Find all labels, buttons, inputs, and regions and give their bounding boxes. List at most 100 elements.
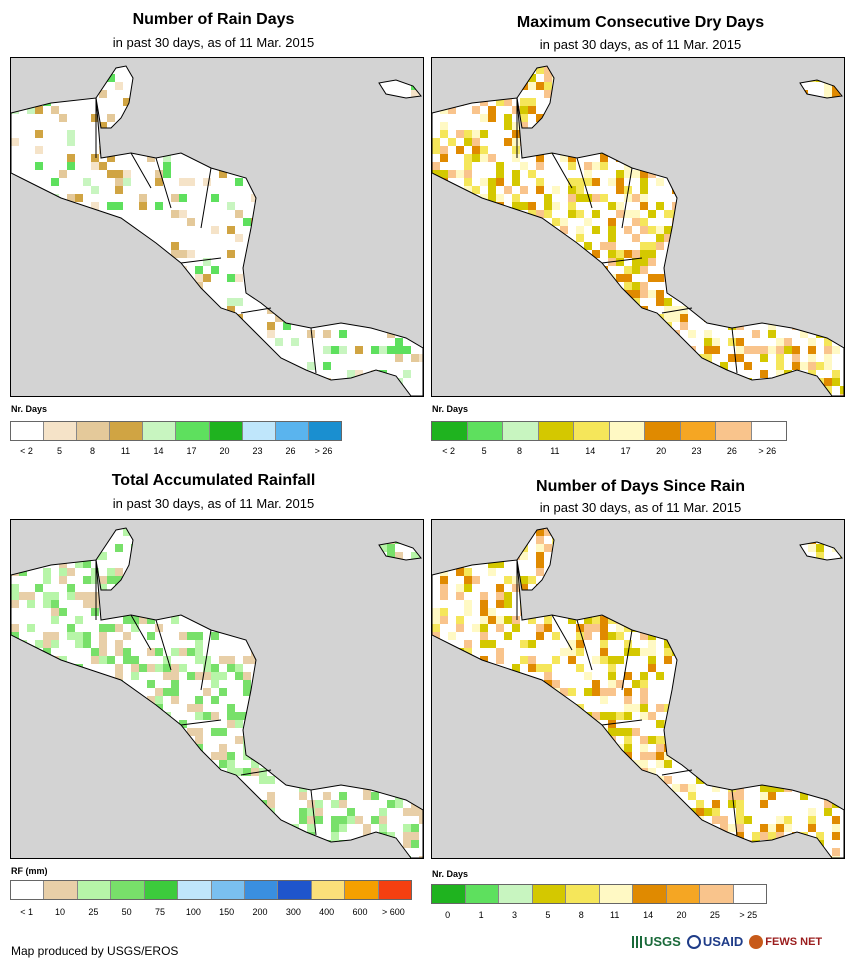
- grid-cell: [480, 616, 488, 624]
- grid-cell: [768, 624, 776, 632]
- grid-cell: [640, 712, 648, 720]
- grid-cell: [179, 560, 187, 568]
- grid-cell: [504, 744, 512, 752]
- grid-cell: [440, 656, 448, 664]
- grid-cell: [544, 720, 552, 728]
- legend-swatch: [378, 881, 412, 899]
- grid-cell: [35, 202, 43, 210]
- grid-cell: [672, 584, 680, 592]
- grid-cell: [632, 528, 640, 536]
- legend-swatch: [211, 881, 245, 899]
- grid-cell: [203, 98, 211, 106]
- grid-cell: [187, 338, 195, 346]
- grid-cell: [211, 632, 219, 640]
- grid-cell: [243, 592, 251, 600]
- legend-swatch: [432, 885, 466, 903]
- legend-label: 8: [578, 910, 584, 920]
- grid-cell: [824, 290, 832, 298]
- grid-cell: [363, 314, 371, 322]
- grid-cell: [568, 584, 576, 592]
- grid-cell: [616, 584, 624, 592]
- grid-cell: [355, 616, 363, 624]
- grid-cell: [27, 600, 35, 608]
- panel-subtitle: in past 30 days, as of 11 Mar. 2015: [539, 500, 742, 515]
- grid-cell: [760, 720, 768, 728]
- grid-cell: [267, 856, 275, 858]
- grid-cell: [584, 98, 592, 106]
- grid-cell: [736, 354, 744, 362]
- grid-cell: [123, 592, 131, 600]
- grid-cell: [688, 258, 696, 266]
- grid-cell: [736, 186, 744, 194]
- grid-cell: [211, 226, 219, 234]
- grid-cell: [27, 656, 35, 664]
- grid-cell: [560, 784, 568, 792]
- grid-cell: [528, 170, 536, 178]
- grid-cell: [155, 178, 163, 186]
- grid-cell: [664, 656, 672, 664]
- grid-cell: [584, 672, 592, 680]
- grid-cell: [800, 696, 808, 704]
- grid-cell: [744, 544, 752, 552]
- grid-cell: [776, 266, 784, 274]
- grid-cell: [680, 362, 688, 370]
- grid-cell: [528, 266, 536, 274]
- grid-cell: [592, 298, 600, 306]
- grid-cell: [656, 178, 664, 186]
- grid-cell: [568, 90, 576, 98]
- grid-cell: [528, 824, 536, 832]
- grid-cell: [107, 656, 115, 664]
- grid-cell: [504, 592, 512, 600]
- grid-cell: [512, 840, 520, 848]
- grid-cell: [464, 162, 472, 170]
- grid-cell: [139, 58, 147, 66]
- grid-cell: [235, 338, 243, 346]
- grid-cell: [592, 378, 600, 386]
- usgs-mark-icon: [632, 935, 642, 948]
- grid-cell: [480, 792, 488, 800]
- grid-cell: [832, 608, 840, 616]
- grid-cell: [544, 520, 552, 528]
- grid-cell: [552, 584, 560, 592]
- grid-cell: [331, 632, 339, 640]
- grid-cell: [680, 98, 688, 106]
- grid-cell: [800, 146, 808, 154]
- grid-cell: [219, 576, 227, 584]
- country-border: [200, 629, 212, 691]
- legend-label: 150: [219, 907, 235, 917]
- grid-cell: [760, 234, 768, 242]
- grid-cell: [283, 648, 291, 656]
- grid-cell: [672, 354, 680, 362]
- grid-cell: [792, 656, 800, 664]
- grid-cell: [496, 394, 504, 396]
- grid-cell: [259, 816, 267, 824]
- grid-cell: [496, 560, 504, 568]
- grid-cell: [656, 704, 664, 712]
- grid-cell: [171, 130, 179, 138]
- grid-cell: [155, 170, 163, 178]
- grid-cell: [299, 808, 307, 816]
- grid-cell: [648, 362, 656, 370]
- grid-cell: [147, 346, 155, 354]
- grid-cell: [616, 632, 624, 640]
- grid-cell: [19, 74, 27, 82]
- grid-cell: [528, 346, 536, 354]
- grid-cell: [840, 576, 844, 584]
- grid-cell: [488, 712, 496, 720]
- grid-cell: [720, 106, 728, 114]
- grid-cell: [99, 656, 107, 664]
- grid-cell: [27, 776, 35, 784]
- grid-cell: [432, 656, 440, 664]
- grid-cell: [824, 632, 832, 640]
- grid-cell: [275, 648, 283, 656]
- grid-cell: [203, 178, 211, 186]
- grid-cell: [808, 346, 816, 354]
- grid-cell: [544, 624, 552, 632]
- grid-cell: [600, 640, 608, 648]
- grid-cell: [544, 576, 552, 584]
- grid-cell: [624, 194, 632, 202]
- grid-cell: [568, 194, 576, 202]
- grid-cell: [219, 528, 227, 536]
- grid-cell: [816, 528, 824, 536]
- legend-label: 23: [691, 446, 702, 456]
